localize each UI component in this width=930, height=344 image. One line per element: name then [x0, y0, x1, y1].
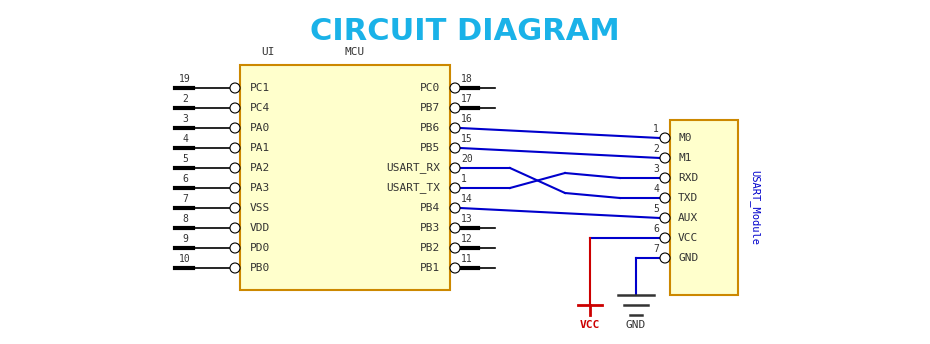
- Text: VSS: VSS: [250, 203, 271, 213]
- Circle shape: [230, 183, 240, 193]
- Text: TXD: TXD: [678, 193, 698, 203]
- Text: PA2: PA2: [250, 163, 271, 173]
- Circle shape: [450, 243, 460, 253]
- Text: GND: GND: [626, 320, 646, 330]
- Text: PB7: PB7: [419, 103, 440, 113]
- Text: M1: M1: [678, 153, 692, 163]
- Text: 13: 13: [461, 214, 472, 224]
- Circle shape: [450, 203, 460, 213]
- Text: 3: 3: [653, 164, 659, 174]
- Circle shape: [660, 153, 670, 163]
- Text: PC1: PC1: [250, 83, 271, 93]
- Circle shape: [230, 203, 240, 213]
- Text: 11: 11: [461, 254, 472, 264]
- Text: MCU: MCU: [345, 47, 365, 57]
- Text: PA3: PA3: [250, 183, 271, 193]
- Circle shape: [230, 83, 240, 93]
- Bar: [670, 120, 738, 295]
- Circle shape: [230, 243, 240, 253]
- Bar: [240, 65, 450, 290]
- Text: 19: 19: [179, 74, 191, 84]
- Circle shape: [450, 123, 460, 133]
- Circle shape: [660, 193, 670, 203]
- Text: 4: 4: [653, 184, 659, 194]
- Text: 20: 20: [461, 154, 472, 164]
- Text: PB2: PB2: [419, 243, 440, 253]
- Text: PC0: PC0: [419, 83, 440, 93]
- Text: 7: 7: [182, 194, 188, 204]
- Text: RXD: RXD: [678, 173, 698, 183]
- Text: 14: 14: [461, 194, 472, 204]
- Text: 2: 2: [182, 94, 188, 104]
- Text: PB3: PB3: [419, 223, 440, 233]
- Text: 17: 17: [461, 94, 472, 104]
- Circle shape: [660, 233, 670, 243]
- Text: PB4: PB4: [419, 203, 440, 213]
- Circle shape: [450, 103, 460, 113]
- Text: 10: 10: [179, 254, 191, 264]
- Circle shape: [450, 143, 460, 153]
- Text: AUX: AUX: [678, 213, 698, 223]
- Circle shape: [660, 213, 670, 223]
- Text: UI: UI: [261, 47, 274, 57]
- Text: PB6: PB6: [419, 123, 440, 133]
- Circle shape: [230, 223, 240, 233]
- Text: M0: M0: [678, 133, 692, 143]
- Text: PB0: PB0: [250, 263, 271, 273]
- Text: 7: 7: [653, 244, 659, 254]
- Circle shape: [660, 253, 670, 263]
- Text: 3: 3: [182, 114, 188, 124]
- Text: 18: 18: [461, 74, 472, 84]
- Text: VCC: VCC: [580, 320, 600, 330]
- Text: 5: 5: [182, 154, 188, 164]
- Text: USART_Module: USART_Module: [750, 171, 761, 246]
- Text: GND: GND: [678, 253, 698, 263]
- Text: 8: 8: [182, 214, 188, 224]
- Circle shape: [660, 173, 670, 183]
- Text: 5: 5: [653, 204, 659, 214]
- Circle shape: [450, 163, 460, 173]
- Circle shape: [450, 83, 460, 93]
- Circle shape: [660, 133, 670, 143]
- Text: 15: 15: [461, 134, 472, 144]
- Text: PA1: PA1: [250, 143, 271, 153]
- Circle shape: [230, 143, 240, 153]
- Text: PC4: PC4: [250, 103, 271, 113]
- Text: 9: 9: [182, 234, 188, 244]
- Text: USART_TX: USART_TX: [386, 183, 440, 193]
- Text: PA0: PA0: [250, 123, 271, 133]
- Text: PB1: PB1: [419, 263, 440, 273]
- Text: 2: 2: [653, 144, 659, 154]
- Circle shape: [230, 103, 240, 113]
- Circle shape: [450, 263, 460, 273]
- Text: USART_RX: USART_RX: [386, 163, 440, 173]
- Text: 1: 1: [653, 124, 659, 134]
- Text: 6: 6: [182, 174, 188, 184]
- Text: 1: 1: [461, 174, 467, 184]
- Circle shape: [230, 263, 240, 273]
- Circle shape: [230, 163, 240, 173]
- Text: VCC: VCC: [678, 233, 698, 243]
- Text: 12: 12: [461, 234, 472, 244]
- Circle shape: [450, 183, 460, 193]
- Text: 16: 16: [461, 114, 472, 124]
- Text: PB5: PB5: [419, 143, 440, 153]
- Text: CIRCUIT DIAGRAM: CIRCUIT DIAGRAM: [310, 18, 620, 46]
- Text: PD0: PD0: [250, 243, 271, 253]
- Text: VDD: VDD: [250, 223, 271, 233]
- Circle shape: [230, 123, 240, 133]
- Text: 4: 4: [182, 134, 188, 144]
- Circle shape: [450, 223, 460, 233]
- Text: 6: 6: [653, 224, 659, 234]
